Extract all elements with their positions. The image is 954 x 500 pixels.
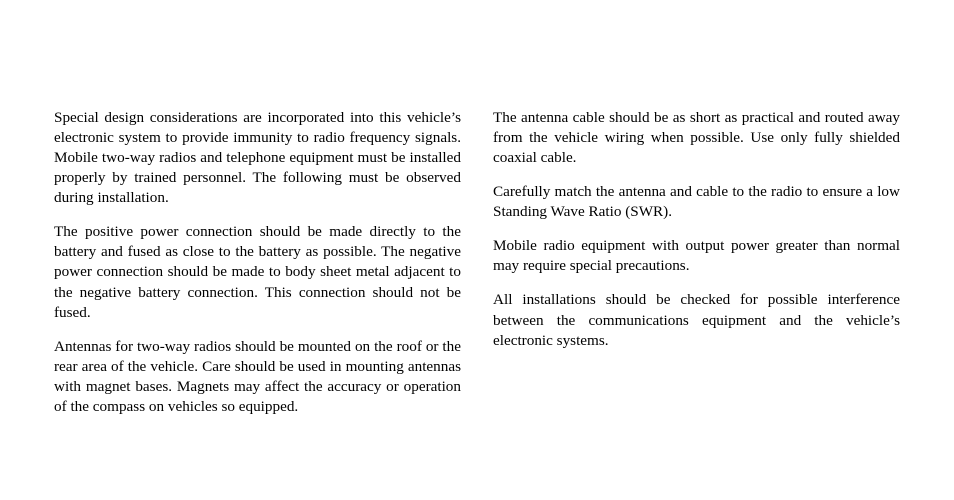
paragraph: The positive power connection should be … xyxy=(54,222,461,322)
page-body: Special design considerations are incorp… xyxy=(0,0,954,500)
paragraph: Mobile radio equipment with output power… xyxy=(493,236,900,276)
paragraph: The antenna cable should be as short as … xyxy=(493,108,900,168)
paragraph: Carefully match the antenna and cable to… xyxy=(493,182,900,222)
paragraph: Antennas for two-way radios should be mo… xyxy=(54,337,461,417)
paragraph: Special design considerations are incorp… xyxy=(54,108,461,208)
paragraph: All installations should be checked for … xyxy=(493,290,900,350)
